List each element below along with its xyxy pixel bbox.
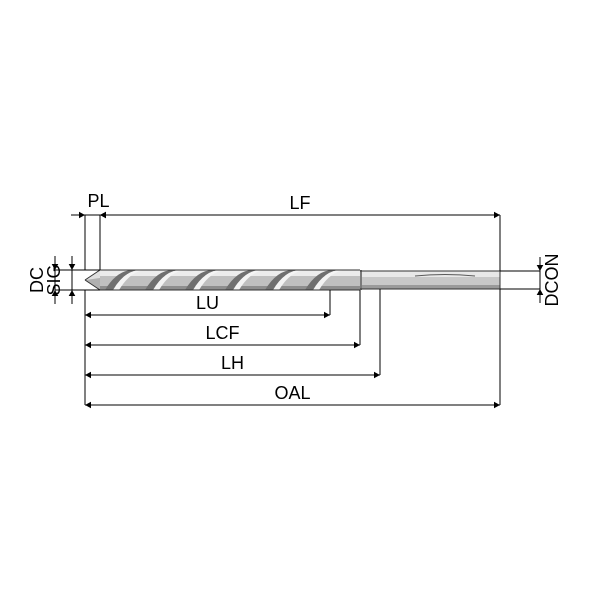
arrowhead <box>324 312 330 319</box>
arrowhead <box>85 372 91 379</box>
arrowhead <box>85 312 91 319</box>
arrowhead <box>85 402 91 409</box>
drill-bit <box>85 270 500 290</box>
arrowhead <box>354 342 360 349</box>
arrowhead <box>494 402 500 409</box>
dimension-label: LH <box>221 353 244 373</box>
arrowhead <box>494 212 500 219</box>
dimension-label: LCF <box>205 323 239 343</box>
dimension-label: SIG <box>44 264 64 295</box>
dimension-label: PL <box>87 191 109 211</box>
dimension-label: DCON <box>542 254 562 307</box>
dimension-label: OAL <box>274 383 310 403</box>
dimension-label: LU <box>196 293 219 313</box>
dimension-layer: PLLFLULCFLHOALDCSIGDCON <box>27 191 562 408</box>
shank-shadow <box>360 285 500 289</box>
arrowhead <box>85 342 91 349</box>
arrowhead <box>79 212 85 219</box>
arrowhead <box>374 372 380 379</box>
arrowhead <box>100 212 106 219</box>
drill-dimension-diagram: PLLFLULCFLHOALDCSIGDCON <box>0 0 600 600</box>
dimension-label: LF <box>289 193 310 213</box>
shank-highlight <box>360 271 500 277</box>
